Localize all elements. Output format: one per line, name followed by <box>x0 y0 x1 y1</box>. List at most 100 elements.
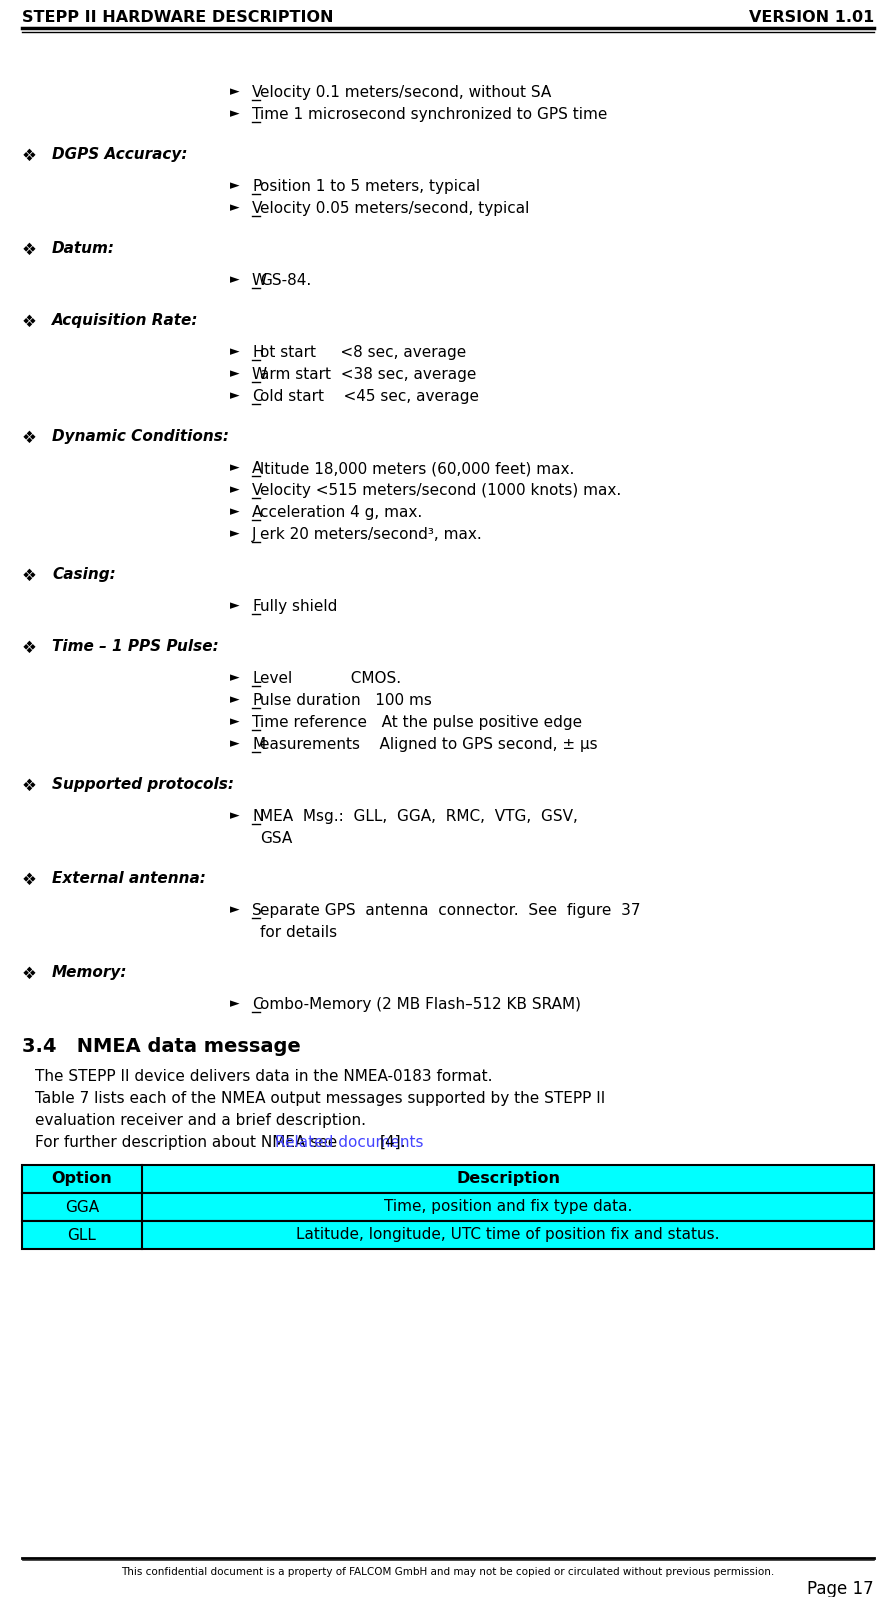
Text: Datum:: Datum: <box>52 241 115 256</box>
Text: elocity <515 meters/second (1000 knots) max.: elocity <515 meters/second (1000 knots) … <box>260 482 621 498</box>
Text: M: M <box>252 736 265 752</box>
Text: ❖: ❖ <box>22 778 37 795</box>
Text: easurements    Aligned to GPS second, ± µs: easurements Aligned to GPS second, ± µs <box>260 736 598 752</box>
Text: osition 1 to 5 meters, typical: osition 1 to 5 meters, typical <box>260 179 480 193</box>
Text: Page 17: Page 17 <box>807 1579 874 1597</box>
Text: Description: Description <box>456 1172 560 1187</box>
Text: J: J <box>252 527 256 541</box>
Text: GLL: GLL <box>67 1228 97 1242</box>
Text: L: L <box>252 671 261 687</box>
Text: Memory:: Memory: <box>52 965 127 981</box>
Text: Casing:: Casing: <box>52 567 116 581</box>
Text: old start    <45 sec, average: old start <45 sec, average <box>260 390 479 404</box>
Text: T: T <box>252 107 262 121</box>
Text: ❖: ❖ <box>22 965 37 984</box>
Text: P: P <box>252 179 262 193</box>
Text: GSA: GSA <box>260 830 292 846</box>
Text: ❖: ❖ <box>22 313 37 331</box>
Text: 3.4   NMEA data message: 3.4 NMEA data message <box>22 1036 301 1056</box>
Text: ►: ► <box>230 902 239 917</box>
Text: Dynamic Conditions:: Dynamic Conditions: <box>52 430 229 444</box>
Text: W: W <box>252 367 267 382</box>
Text: ►: ► <box>230 107 239 120</box>
Text: ►: ► <box>230 997 239 1009</box>
Text: ot start     <8 sec, average: ot start <8 sec, average <box>260 345 466 359</box>
Text: ►: ► <box>230 693 239 706</box>
Text: MEA  Msg.:  GLL,  GGA,  RMC,  VTG,  GSV,: MEA Msg.: GLL, GGA, RMC, VTG, GSV, <box>260 810 578 824</box>
Text: A: A <box>252 505 263 521</box>
Text: ►: ► <box>230 273 239 286</box>
Text: N: N <box>252 810 263 824</box>
Text: for details: for details <box>260 925 337 941</box>
Text: eparate GPS  antenna  connector.  See  figure  37: eparate GPS antenna connector. See figur… <box>260 902 641 918</box>
Text: V: V <box>252 201 263 216</box>
Text: W: W <box>252 273 267 287</box>
Text: C: C <box>252 997 263 1012</box>
Text: ►: ► <box>230 345 239 358</box>
Text: [4].: [4]. <box>379 1135 406 1150</box>
Text: ❖: ❖ <box>22 241 37 259</box>
Text: V: V <box>252 85 263 101</box>
Text: ►: ► <box>230 505 239 517</box>
Text: ►: ► <box>230 462 239 474</box>
Text: ully shield: ully shield <box>260 599 338 613</box>
Text: ►: ► <box>230 179 239 192</box>
Text: This confidential document is a property of FALCOM GmbH and may not be copied or: This confidential document is a property… <box>121 1567 775 1576</box>
Text: STEPP II HARDWARE DESCRIPTION: STEPP II HARDWARE DESCRIPTION <box>22 10 333 26</box>
Text: arm start  <38 sec, average: arm start <38 sec, average <box>260 367 477 382</box>
Text: Latitude, longitude, UTC time of position fix and status.: Latitude, longitude, UTC time of positio… <box>297 1228 719 1242</box>
Text: P: P <box>252 693 262 707</box>
Text: ❖: ❖ <box>22 147 37 164</box>
Text: Time, position and fix type data.: Time, position and fix type data. <box>383 1199 633 1214</box>
Text: Acquisition Rate:: Acquisition Rate: <box>52 313 199 327</box>
Text: V: V <box>252 482 263 498</box>
Text: H: H <box>252 345 263 359</box>
Text: T: T <box>252 715 262 730</box>
Text: ►: ► <box>230 810 239 822</box>
Bar <box>22 1164 874 1193</box>
Text: The STEPP II device delivers data in the NMEA-0183 format.: The STEPP II device delivers data in the… <box>35 1068 493 1084</box>
Text: ►: ► <box>230 715 239 728</box>
Text: evaluation receiver and a brief description.: evaluation receiver and a brief descript… <box>35 1113 366 1127</box>
Text: ulse duration   100 ms: ulse duration 100 ms <box>260 693 432 707</box>
Text: Related documents: Related documents <box>275 1135 423 1150</box>
Text: Supported protocols:: Supported protocols: <box>52 778 234 792</box>
Text: ►: ► <box>230 599 239 612</box>
Text: ltitude 18,000 meters (60,000 feet) max.: ltitude 18,000 meters (60,000 feet) max. <box>260 462 574 476</box>
Bar <box>22 1222 874 1249</box>
Text: ►: ► <box>230 671 239 684</box>
Text: ❖: ❖ <box>22 567 37 585</box>
Text: C: C <box>252 390 263 404</box>
Text: ►: ► <box>230 201 239 214</box>
Text: ❖: ❖ <box>22 639 37 656</box>
Text: ❖: ❖ <box>22 430 37 447</box>
Text: GGA: GGA <box>65 1199 99 1214</box>
Text: DGPS Accuracy:: DGPS Accuracy: <box>52 147 187 161</box>
Text: Table 7 lists each of the NMEA output messages supported by the STEPP II: Table 7 lists each of the NMEA output me… <box>35 1091 606 1107</box>
Text: ►: ► <box>230 390 239 402</box>
Text: External antenna:: External antenna: <box>52 870 206 886</box>
Text: Option: Option <box>52 1172 112 1187</box>
Text: Time – 1 PPS Pulse:: Time – 1 PPS Pulse: <box>52 639 219 655</box>
Text: ►: ► <box>230 482 239 497</box>
Text: elocity 0.1 meters/second, without SA: elocity 0.1 meters/second, without SA <box>260 85 551 101</box>
Text: elocity 0.05 meters/second, typical: elocity 0.05 meters/second, typical <box>260 201 530 216</box>
Text: ime 1 microsecond synchronized to GPS time: ime 1 microsecond synchronized to GPS ti… <box>260 107 607 121</box>
Text: ime reference   At the pulse positive edge: ime reference At the pulse positive edge <box>260 715 582 730</box>
Text: A: A <box>252 462 263 476</box>
Text: ombo-Memory (2 MB Flash–512 KB SRAM): ombo-Memory (2 MB Flash–512 KB SRAM) <box>260 997 581 1012</box>
Text: VERSION 1.01: VERSION 1.01 <box>749 10 874 26</box>
Text: cceleration 4 g, max.: cceleration 4 g, max. <box>260 505 422 521</box>
Text: ❖: ❖ <box>22 870 37 890</box>
Text: erk 20 meters/second³, max.: erk 20 meters/second³, max. <box>260 527 482 541</box>
Text: ►: ► <box>230 736 239 751</box>
Text: For further description about NMEA see: For further description about NMEA see <box>35 1135 342 1150</box>
Text: S: S <box>252 902 262 918</box>
Text: GS-84.: GS-84. <box>260 273 311 287</box>
Bar <box>22 1193 874 1222</box>
Text: evel            CMOS.: evel CMOS. <box>260 671 401 687</box>
Text: ►: ► <box>230 367 239 380</box>
Text: F: F <box>252 599 261 613</box>
Text: ►: ► <box>230 527 239 540</box>
Text: ►: ► <box>230 85 239 97</box>
